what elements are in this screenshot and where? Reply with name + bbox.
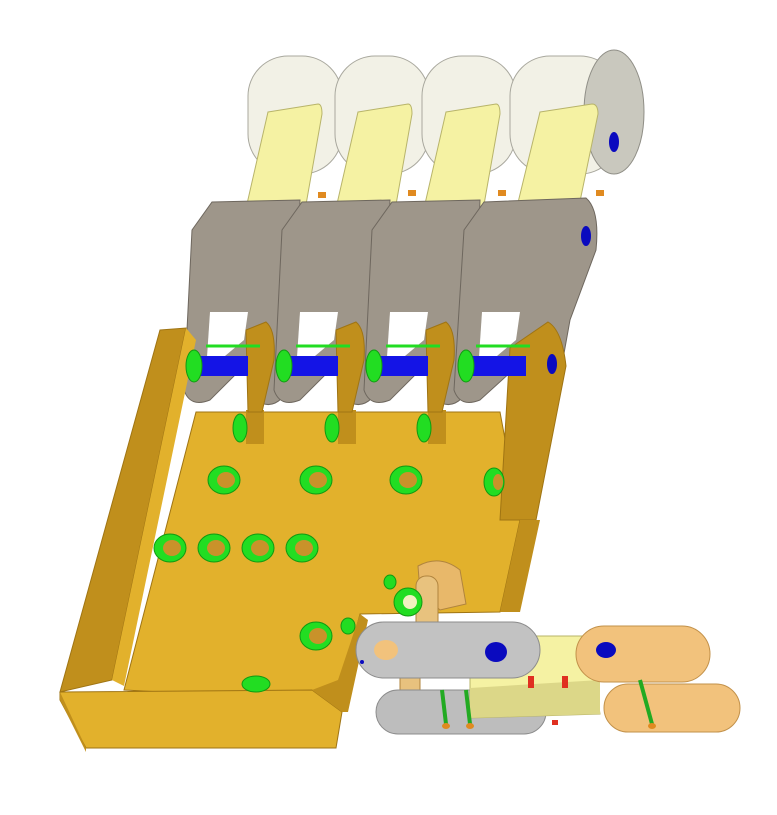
base-front-step (312, 614, 368, 712)
bushing (483, 467, 505, 497)
lower-linkage (355, 621, 741, 735)
orange-pin (318, 192, 326, 198)
tab-bushing (232, 413, 248, 443)
crank-bushing (393, 587, 423, 617)
base-front-face (60, 692, 86, 752)
bushing (241, 533, 275, 563)
green-pin-head (442, 723, 450, 729)
green-pin (464, 689, 472, 725)
base-tab (246, 410, 264, 444)
base-tab (428, 410, 446, 444)
green-pin-head (466, 723, 474, 729)
orange-pin (498, 190, 506, 196)
shaft-collar (457, 349, 475, 383)
bushing (389, 465, 423, 495)
shaft-segment (286, 356, 338, 376)
red-pin (562, 676, 568, 688)
grey-plate-small-hole (360, 660, 364, 664)
orange-plate-hole (596, 642, 616, 658)
green-pin (638, 679, 654, 725)
top-pivot-hole (609, 132, 619, 152)
shaft-collar (365, 349, 383, 383)
tab-bushing (416, 413, 432, 443)
grey-plate-hole-right (485, 642, 507, 662)
bushing (285, 533, 319, 563)
red-pin (528, 676, 534, 688)
green-pin-head (648, 723, 656, 729)
base-right-wall (499, 321, 567, 521)
base-front-edge (59, 689, 343, 749)
base-tab (338, 410, 356, 444)
lower-orange-plate-back (603, 683, 741, 733)
bushing (241, 675, 271, 693)
shaft-collar (185, 349, 203, 383)
shaft-collar (275, 349, 293, 383)
plate-bushings (153, 413, 505, 693)
green-pin (440, 689, 448, 725)
shaft-segment (466, 356, 526, 376)
bushing (299, 465, 333, 495)
main-shaft (185, 344, 530, 383)
grey-plate-hole-left (374, 640, 398, 660)
orange-pin (408, 190, 416, 196)
bushing (207, 465, 241, 495)
shaft-segment (196, 356, 248, 376)
base-pivot-hole (547, 354, 557, 374)
yellow-connector-shade (470, 680, 600, 718)
bushing (153, 533, 187, 563)
grey-link-pivot-hole (581, 226, 591, 246)
upper-grey-plate (355, 621, 541, 679)
bushing (383, 574, 397, 590)
bushing (197, 533, 231, 563)
orange-pin (596, 190, 604, 196)
bushing (340, 617, 356, 635)
tab-bushing (324, 413, 340, 443)
bushing (299, 621, 333, 651)
upper-orange-plate (575, 625, 711, 683)
base-left-wall-inner (112, 328, 196, 686)
red-pin-small (552, 720, 558, 725)
shaft-segment (376, 356, 428, 376)
base-right-slot (500, 520, 540, 612)
